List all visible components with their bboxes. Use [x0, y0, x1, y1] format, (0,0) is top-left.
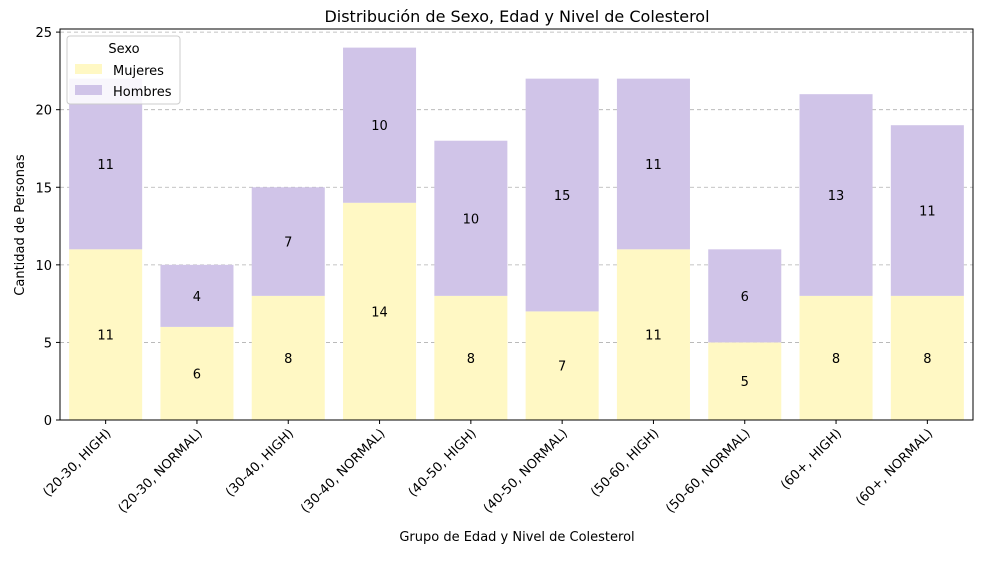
bar-mujeres [69, 249, 143, 420]
bar-hombres [616, 78, 690, 250]
bar-hombres [160, 264, 234, 327]
y-axis-label: Cantidad de Personas [13, 154, 28, 296]
bar-value-label: 11 [919, 205, 936, 220]
bar-hombres [251, 187, 325, 296]
bar-value-label: 8 [923, 352, 931, 367]
y-tick-label: 20 [35, 104, 52, 119]
legend-swatch-hombres [75, 85, 102, 95]
legend: Sexo Mujeres Hombres [66, 35, 181, 105]
bar-value-label: 14 [371, 305, 388, 320]
bar-value-label: 11 [645, 158, 662, 173]
bar-hombres [69, 78, 143, 250]
bar-hombres [708, 249, 782, 343]
bar-value-label: 7 [284, 236, 292, 251]
bar-value-label: 6 [193, 367, 201, 382]
x-axis-ticks: (20-30, HIGH) (20-30, NORMAL) (30-40, HIGH… [40, 420, 936, 516]
bar-hombres [434, 140, 508, 296]
bar-value-label: 6 [741, 290, 749, 305]
bar-hombres [799, 94, 873, 296]
chart-title: Distribución de Sexo, Edad y Nivel de Co… [324, 7, 709, 26]
bar-value-label: 15 [554, 189, 571, 204]
bar-value-label: 4 [193, 290, 201, 305]
bar-value-label: 11 [645, 329, 662, 344]
bar-value-label: 8 [284, 352, 292, 367]
bar-mujeres [799, 295, 873, 420]
y-tick-label: 10 [35, 259, 52, 274]
legend-label-hombres: Hombres [113, 85, 172, 100]
bar-value-label: 5 [741, 375, 749, 390]
legend-label-mujeres: Mujeres [113, 64, 164, 79]
x-tick-label: (40-50, NORMAL) [481, 426, 571, 516]
bar-hombres [890, 125, 964, 296]
x-axis-label: Grupo de Edad y Nivel de Colesterol [399, 530, 634, 545]
x-tick-label: (20-30, NORMAL) [116, 426, 206, 516]
y-tick-label: 5 [44, 336, 52, 351]
y-tick-label: 25 [35, 26, 52, 41]
bar-value-label: 8 [832, 352, 840, 367]
bar-mujeres [434, 295, 508, 420]
bar-value-label: 10 [463, 212, 480, 227]
x-tick-label: (30-40, HIGH) [223, 426, 297, 500]
x-tick-label: (50-60, NORMAL) [663, 426, 753, 516]
bar-mujeres [708, 342, 782, 420]
y-tick-label: 15 [35, 181, 52, 196]
grid-lines [60, 31, 973, 343]
legend-title: Sexo [108, 42, 139, 57]
x-tick-label: (30-40, NORMAL) [298, 426, 388, 516]
bar-mujeres [160, 326, 234, 420]
plot-frame [59, 28, 974, 421]
y-axis-ticks: 0 5 10 15 20 25 [35, 26, 60, 429]
bar-value-label: 7 [558, 360, 566, 375]
bar-mujeres [251, 295, 325, 420]
x-tick-label: (50-60, HIGH) [588, 426, 662, 500]
bar-hombres [525, 78, 599, 312]
bar-mujeres [616, 249, 690, 420]
bars-layer [69, 47, 964, 420]
x-tick-label: (20-30, HIGH) [40, 426, 114, 500]
bar-value-label: 11 [97, 329, 114, 344]
bar-value-label: 11 [97, 158, 114, 173]
bar-mujeres [890, 295, 964, 420]
bar-mujeres [525, 311, 599, 420]
y-tick-label: 0 [44, 414, 52, 429]
bar-hombres [343, 47, 417, 203]
x-tick-label: (60+, HIGH) [778, 426, 845, 493]
legend-swatch-mujeres [75, 64, 102, 74]
x-tick-label: (40-50, HIGH) [406, 426, 480, 500]
bar-labels: 11 11 6 4 8 7 14 10 8 10 7 15 11 11 5 6 8 13 8 11 [97, 119, 935, 390]
bar-value-label: 13 [828, 189, 845, 204]
bar-mujeres [343, 202, 417, 420]
bar-value-label: 10 [371, 119, 388, 134]
x-tick-label: (60+, NORMAL) [853, 426, 936, 509]
bar-value-label: 8 [467, 352, 475, 367]
